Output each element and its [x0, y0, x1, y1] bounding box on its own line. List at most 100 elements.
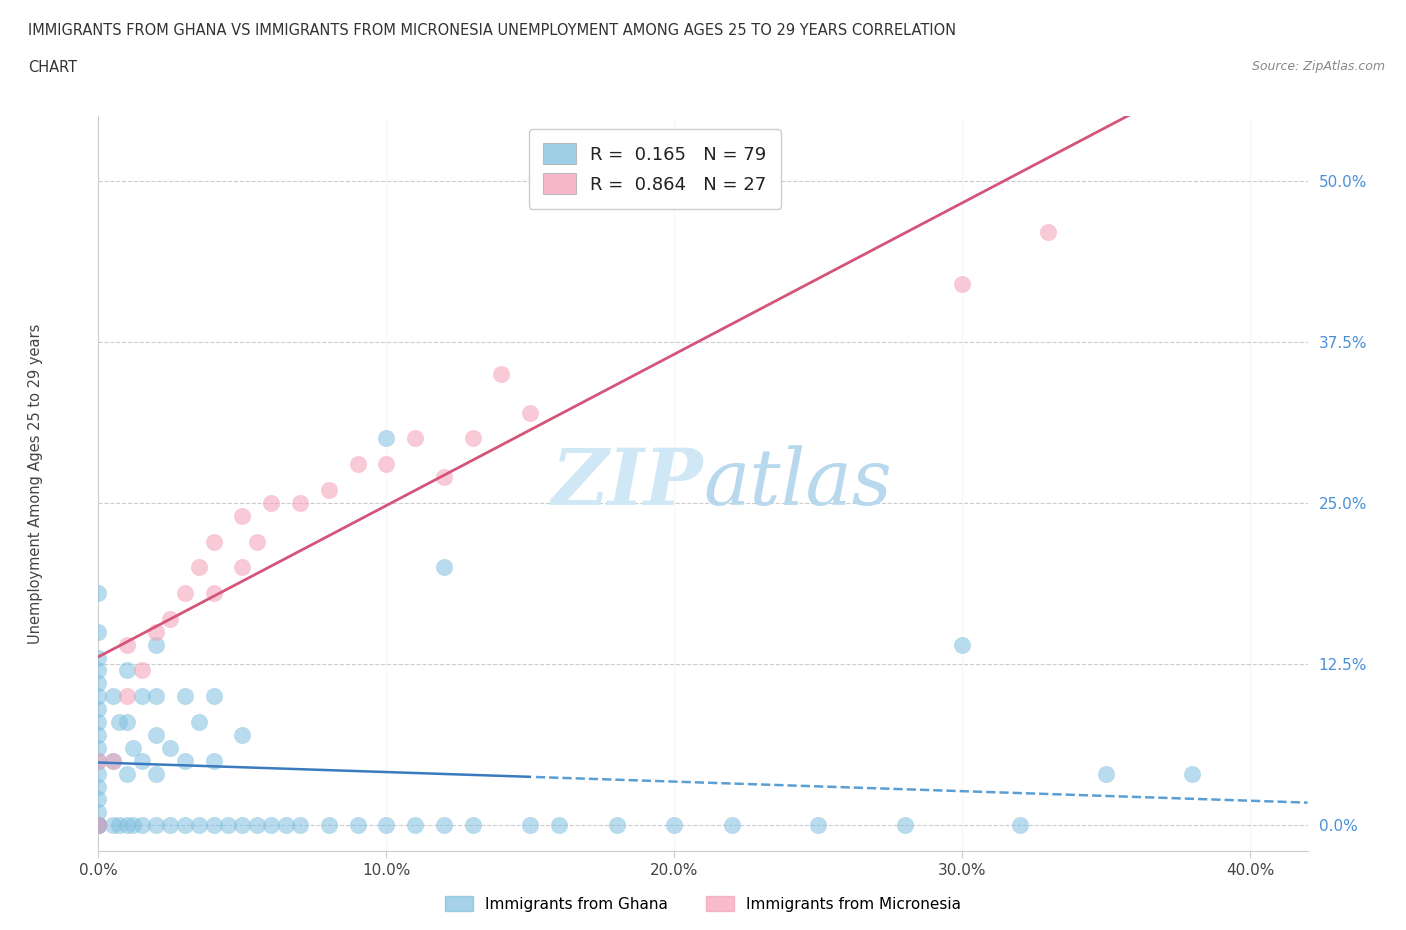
Point [115, 663, 138, 678]
Point [115, 689, 138, 704]
Point [87, 804, 110, 819]
Point [606, 817, 628, 832]
Point [115, 637, 138, 652]
Point [122, 740, 145, 755]
Point [346, 817, 368, 832]
Point [433, 470, 456, 485]
Point [231, 509, 253, 524]
Point [87, 702, 110, 717]
Point [87, 792, 110, 807]
Point [87, 663, 110, 678]
Point [87, 779, 110, 794]
Point [950, 637, 973, 652]
Point [173, 753, 195, 768]
Point [87, 817, 110, 832]
Point [260, 817, 283, 832]
Point [375, 431, 398, 445]
Point [217, 817, 239, 832]
Point [433, 560, 456, 575]
Text: Source: ZipAtlas.com: Source: ZipAtlas.com [1251, 60, 1385, 73]
Point [404, 817, 426, 832]
Point [131, 753, 153, 768]
Point [461, 817, 484, 832]
Point [107, 817, 129, 832]
Point [101, 753, 124, 768]
Point [87, 689, 110, 704]
Point [893, 817, 915, 832]
Point [246, 817, 269, 832]
Point [202, 586, 225, 601]
Point [131, 689, 153, 704]
Point [87, 817, 110, 832]
Point [231, 560, 253, 575]
Point [87, 817, 110, 832]
Point [131, 663, 153, 678]
Point [145, 624, 167, 639]
Point [231, 727, 253, 742]
Point [375, 457, 398, 472]
Point [115, 714, 138, 729]
Text: atlas: atlas [703, 445, 891, 522]
Point [231, 817, 253, 832]
Point [173, 817, 195, 832]
Point [519, 817, 541, 832]
Point [87, 817, 110, 832]
Point [87, 817, 110, 832]
Point [720, 817, 742, 832]
Point [1181, 766, 1204, 781]
Point [87, 650, 110, 665]
Point [145, 689, 167, 704]
Point [288, 496, 311, 511]
Point [87, 817, 110, 832]
Point [145, 766, 167, 781]
Point [101, 817, 124, 832]
Point [173, 586, 195, 601]
Text: ZIP: ZIP [551, 445, 703, 522]
Point [87, 740, 110, 755]
Point [87, 586, 110, 601]
Legend: Immigrants from Ghana, Immigrants from Micronesia: Immigrants from Ghana, Immigrants from M… [439, 889, 967, 918]
Point [131, 817, 153, 832]
Point [87, 714, 110, 729]
Point [115, 817, 138, 832]
Point [318, 817, 340, 832]
Point [87, 753, 110, 768]
Point [87, 817, 110, 832]
Text: IMMIGRANTS FROM GHANA VS IMMIGRANTS FROM MICRONESIA UNEMPLOYMENT AMONG AGES 25 T: IMMIGRANTS FROM GHANA VS IMMIGRANTS FROM… [28, 23, 956, 38]
Point [101, 753, 124, 768]
Point [318, 483, 340, 498]
Point [807, 817, 830, 832]
Point [375, 817, 398, 832]
Y-axis label: Unemployment Among Ages 25 to 29 years: Unemployment Among Ages 25 to 29 years [28, 324, 42, 644]
Point [87, 753, 110, 768]
Point [491, 366, 513, 381]
Point [115, 766, 138, 781]
Point [202, 534, 225, 549]
Point [107, 714, 129, 729]
Point [461, 431, 484, 445]
Point [87, 817, 110, 832]
Point [87, 624, 110, 639]
Point [159, 817, 181, 832]
Point [404, 431, 426, 445]
Point [87, 766, 110, 781]
Point [433, 817, 456, 832]
Point [548, 817, 571, 832]
Point [1038, 225, 1060, 240]
Point [664, 817, 686, 832]
Point [159, 740, 181, 755]
Point [274, 817, 297, 832]
Point [346, 457, 368, 472]
Point [188, 714, 211, 729]
Point [202, 689, 225, 704]
Point [188, 560, 211, 575]
Point [519, 405, 541, 420]
Point [87, 676, 110, 691]
Point [246, 534, 269, 549]
Point [1095, 766, 1118, 781]
Point [145, 817, 167, 832]
Legend: R =  0.165   N = 79, R =  0.864   N = 27: R = 0.165 N = 79, R = 0.864 N = 27 [529, 129, 780, 208]
Point [173, 689, 195, 704]
Point [122, 817, 145, 832]
Point [202, 753, 225, 768]
